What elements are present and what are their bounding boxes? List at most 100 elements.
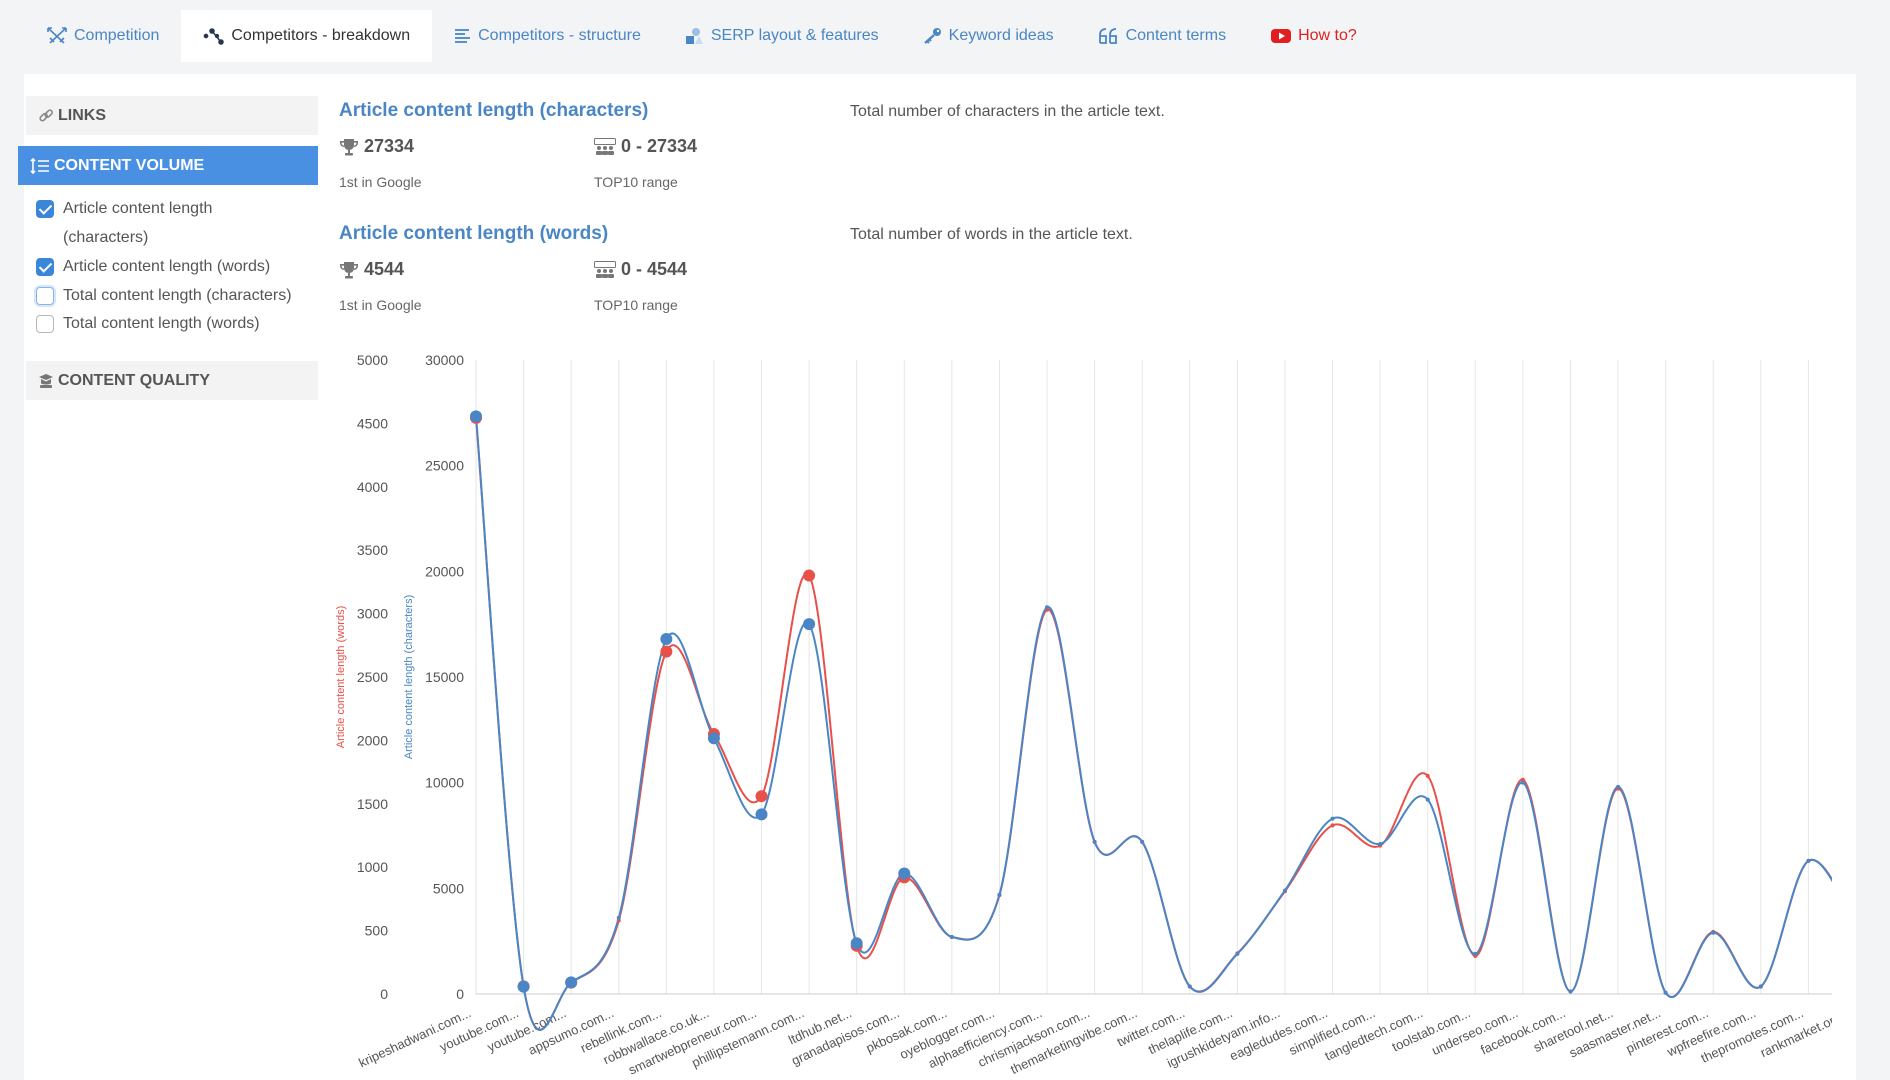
checkbox-label: Total content length (words) <box>63 315 260 332</box>
tab-label: Content terms <box>1125 27 1227 44</box>
series-line-words <box>475 417 1832 1031</box>
sidebar-content-volume-header[interactable]: CONTENT VOLUME <box>18 146 318 185</box>
checkbox-label: Total content length (characters) <box>63 287 292 304</box>
sidebar-content-volume-label: CONTENT VOLUME <box>54 156 205 174</box>
y-right-tick-label: 5000 <box>433 880 464 896</box>
point-characters <box>997 892 1002 897</box>
key-icon <box>923 27 943 45</box>
checkbox-unchecked[interactable] <box>36 315 54 333</box>
point-characters <box>1616 784 1621 789</box>
point-words <box>1520 777 1525 782</box>
tab-label: SERP layout & features <box>710 27 879 44</box>
checkbox-total-words[interactable]: Total content length (words) <box>36 309 318 338</box>
metric-description: Total number of words in the article tex… <box>850 226 1133 243</box>
marker-characters <box>850 937 863 950</box>
metric-range-value: 0 - 27334 <box>594 136 697 157</box>
sidebar-content-quality-header[interactable]: CONTENT QUALITY <box>26 361 318 400</box>
y-left-tick-label: 500 <box>365 923 389 939</box>
marker-characters <box>707 732 720 745</box>
tab-bar: Competition Competitors - breakdown Comp… <box>24 10 1379 62</box>
point-characters <box>1568 989 1573 994</box>
chart-svg: 0 500 1000 1500 2000 2500 3000 3500 4000 4500 5000… <box>335 352 1832 1078</box>
shapes-icon <box>685 27 705 45</box>
metric-range-value: 0 - 4544 <box>594 259 687 280</box>
metric-first-label: 1st in Google <box>339 297 422 313</box>
checkbox-label-cont: (characters) <box>63 229 149 246</box>
metric-first-value: 4544 <box>339 259 404 280</box>
tab-keyword-ideas[interactable]: Keyword ideas <box>901 10 1076 62</box>
point-characters <box>1806 858 1811 863</box>
y-right-axis-title: Article content length (characters) <box>403 595 415 759</box>
metric-description: Total number of characters in the articl… <box>850 103 1165 120</box>
tab-competitors-structure[interactable]: Competitors - structure <box>432 10 663 62</box>
value-text: 27334 <box>364 136 415 156</box>
y-right-tick-label: 25000 <box>425 458 464 474</box>
tab-label: Competitors - structure <box>478 27 641 44</box>
point-characters <box>1758 984 1763 989</box>
point-characters <box>1282 888 1287 893</box>
marker-characters <box>898 867 911 880</box>
list-order-icon <box>30 157 50 174</box>
link-icon <box>38 108 54 124</box>
point-characters <box>1520 780 1525 785</box>
point-characters <box>1045 605 1050 610</box>
y-left-tick-label: 5000 <box>357 352 388 368</box>
tab-label: Keyword ideas <box>948 27 1054 44</box>
checkbox-total-chars[interactable]: Total content length (characters) <box>36 281 318 310</box>
point-characters <box>1330 816 1335 821</box>
metric-range-label: TOP10 range <box>594 297 678 313</box>
y-right-tick-label: 0 <box>456 986 464 1002</box>
metric-title: Article content length (words) <box>339 223 609 244</box>
point-characters <box>1663 990 1668 995</box>
y-left-tick-label: 4000 <box>357 479 388 495</box>
marker-characters <box>755 808 768 821</box>
point-words <box>1330 823 1335 828</box>
metric-first-value: 27334 <box>339 136 414 157</box>
point-characters <box>1140 839 1145 844</box>
tab-how-to[interactable]: How to? <box>1248 10 1379 62</box>
point-characters <box>616 915 621 920</box>
point-characters <box>1711 930 1716 935</box>
checkbox-checked[interactable] <box>36 258 54 276</box>
tab-label: How to? <box>1298 27 1357 44</box>
nodes-icon <box>203 27 225 45</box>
y-right-tick-label: 20000 <box>425 563 464 579</box>
y-left-tick-label: 1500 <box>357 796 388 812</box>
point-characters <box>1187 984 1192 989</box>
checkbox-article-chars[interactable]: Article content length (characters) <box>36 194 318 252</box>
tab-serp-layout[interactable]: SERP layout & features <box>663 10 901 62</box>
tab-competition[interactable]: Competition <box>24 10 181 62</box>
y-right-tick-label: 30000 <box>425 352 464 368</box>
point-words <box>1425 773 1430 778</box>
tab-label: Competitors - breakdown <box>231 27 411 44</box>
graduation-icon <box>38 373 54 389</box>
content-length-chart: 0 500 1000 1500 2000 2500 3000 3500 4000 4500 5000… <box>306 340 1832 1080</box>
users-icon <box>594 260 616 279</box>
checkbox-label: Article content length <box>63 200 213 217</box>
sidebar-links-header[interactable]: LINKS <box>26 96 318 135</box>
checkbox-article-words[interactable]: Article content length (words) <box>36 252 318 281</box>
checkbox-unchecked[interactable] <box>36 287 54 305</box>
checkbox-checked[interactable] <box>36 200 54 218</box>
metric-range-label: TOP10 range <box>594 174 678 190</box>
y-left-tick-label: 2500 <box>357 669 388 685</box>
point-characters <box>1473 951 1478 956</box>
point-characters <box>1092 839 1097 844</box>
marker-words <box>660 645 673 658</box>
tab-competitors-breakdown[interactable]: Competitors - breakdown <box>181 10 433 62</box>
value-text: 4544 <box>364 259 405 279</box>
marker-characters <box>660 632 673 645</box>
point-characters <box>1235 951 1240 956</box>
value-text: 0 - 4544 <box>621 259 688 279</box>
swords-icon <box>46 27 68 45</box>
value-text: 0 - 27334 <box>621 136 698 156</box>
marker-characters <box>470 410 482 423</box>
point-characters <box>949 934 954 939</box>
y-left-tick-label: 1000 <box>357 859 388 875</box>
metric-first-label: 1st in Google <box>339 174 422 190</box>
checkbox-label: Article content length (words) <box>63 258 271 275</box>
tab-content-terms[interactable]: Content terms <box>1076 10 1248 62</box>
marker-characters <box>803 618 816 631</box>
youtube-icon <box>1270 28 1292 44</box>
users-icon <box>594 137 616 156</box>
